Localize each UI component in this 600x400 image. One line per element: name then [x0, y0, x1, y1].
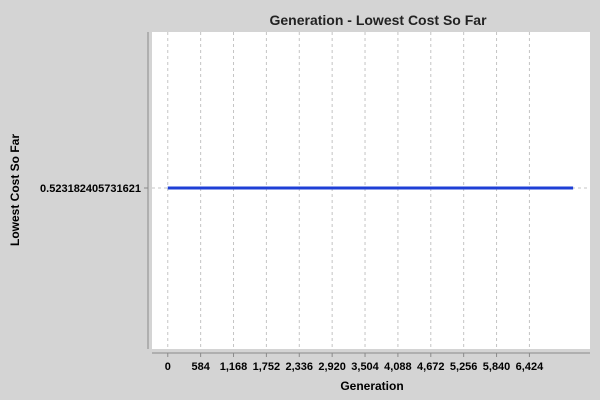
y-axis-label: Lowest Cost So Far: [8, 134, 22, 246]
x-tick-label: 1,752: [253, 361, 281, 373]
x-tick-label: 1,168: [220, 361, 248, 373]
x-tick-label: 2,336: [286, 361, 314, 373]
y-ticks: 0.523182405731621: [40, 183, 148, 195]
x-tick-label: 5,256: [450, 361, 478, 373]
x-tick-label: 6,424: [516, 361, 544, 373]
x-tick-label: 2,920: [318, 361, 346, 373]
x-ticks: 0 584 1,168 1,752 2,336 2,920 3,504 4,088 4,672 5…: [165, 353, 544, 373]
plot-area: [152, 32, 590, 349]
x-tick-label: 3,504: [351, 361, 379, 373]
x-tick-label: 0: [165, 361, 171, 373]
x-tick-label: 5,840: [483, 361, 511, 373]
x-tick-label: 584: [191, 361, 210, 373]
chart-title: Generation - Lowest Cost So Far: [269, 12, 487, 28]
x-tick-label: 4,672: [417, 361, 445, 373]
x-tick-label: 4,088: [384, 361, 412, 373]
y-tick-label: 0.523182405731621: [40, 183, 141, 195]
x-axis-label: Generation: [340, 379, 403, 393]
